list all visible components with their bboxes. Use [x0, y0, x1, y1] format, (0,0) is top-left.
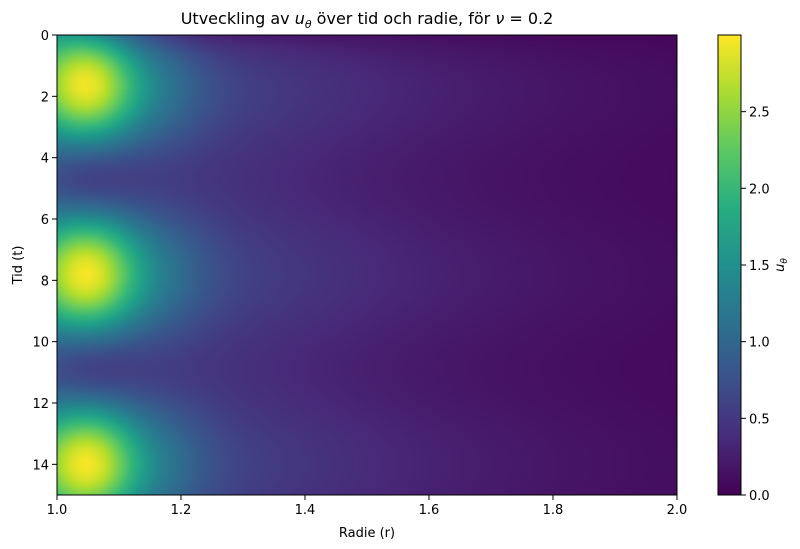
colorbar-axis: 0.0 0.5 1.0 1.5 2.0 2.5	[741, 106, 770, 504]
y-tick-label: 14	[32, 458, 49, 473]
colorbar-tick-label: 0.0	[749, 489, 770, 504]
colorbar-tick-label: 2.0	[749, 182, 770, 197]
y-tick-label: 8	[41, 274, 49, 289]
x-tick-label: 1.0	[47, 503, 68, 518]
y-tick-label: 6	[41, 213, 49, 228]
colorbar-tick-label: 1.0	[749, 336, 770, 351]
x-tick-label: 1.8	[543, 503, 564, 518]
y-tick-label: 0	[41, 29, 49, 44]
y-axis-label: Tid (t)	[11, 246, 26, 286]
y-tick-label: 10	[32, 336, 49, 351]
y-tick-label: 2	[41, 90, 49, 105]
y-tick-label: 12	[32, 397, 49, 412]
chart-title: Utveckling av uθ över tid och radie, för…	[181, 9, 554, 31]
colorbar	[717, 34, 742, 496]
colorbar-tick-label: 2.5	[749, 106, 770, 121]
x-axis-label: Radie (r)	[339, 526, 395, 541]
plot-frame	[56, 34, 678, 496]
x-tick-label: 1.4	[295, 503, 316, 518]
colorbar-tick-label: 1.5	[749, 259, 770, 274]
x-tick-label: 2.0	[667, 503, 688, 518]
x-tick-label: 1.2	[171, 503, 192, 518]
colorbar-tick-label: 0.5	[749, 412, 770, 427]
heatmap-canvas	[57, 35, 677, 495]
x-axis: 1.0 1.2 1.4 1.6 1.8 2.0	[47, 495, 688, 518]
y-axis: 0 2 4 6 8 10 12 14	[32, 29, 57, 473]
colorbar-label: uθ	[773, 258, 790, 272]
y-tick-label: 4	[41, 152, 49, 167]
heatmap-area	[57, 35, 677, 495]
x-tick-label: 1.6	[419, 503, 440, 518]
